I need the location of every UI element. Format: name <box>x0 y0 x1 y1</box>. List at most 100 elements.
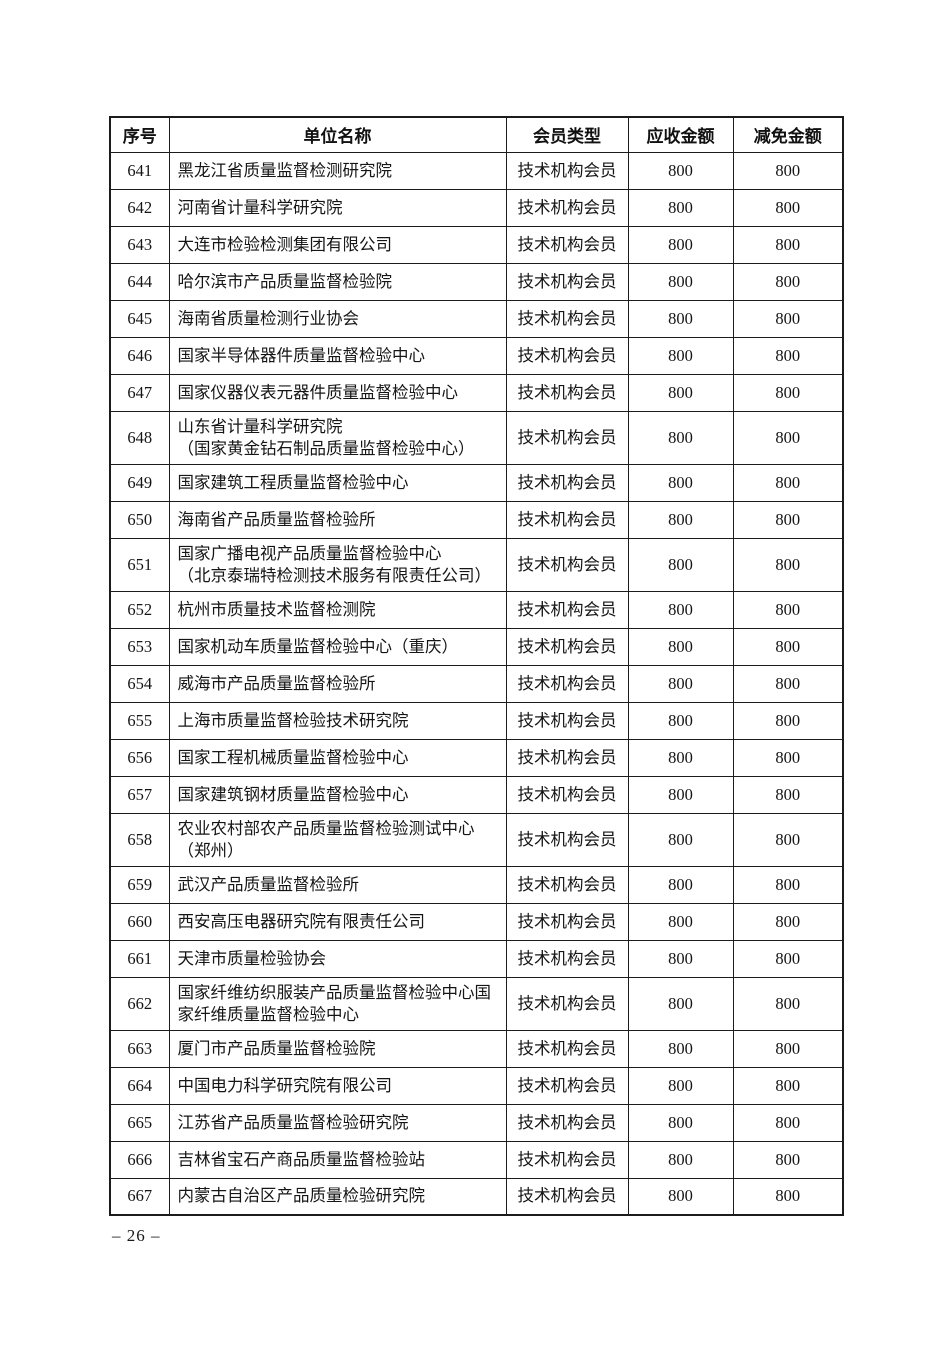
cell-serial-number: 652 <box>109 590 170 629</box>
cell-amount-due: 800 <box>627 1103 734 1142</box>
table-row: 656 国家工程机械质量监督检验中心 技术机构会员 800 800 <box>109 738 844 777</box>
cell-amount-waived: 800 <box>732 738 844 777</box>
cell-member-type: 技术机构会员 <box>505 410 629 465</box>
table-header-row: 序号 单位名称 会员类型 应收金额 减免金额 <box>109 116 844 153</box>
cell-amount-waived: 800 <box>732 664 844 703</box>
cell-amount-due: 800 <box>627 939 734 978</box>
cell-amount-waived: 800 <box>732 500 844 539</box>
header-unit-name: 单位名称 <box>168 116 507 153</box>
table-row: 650 海南省产品质量监督检验所 技术机构会员 800 800 <box>109 500 844 539</box>
cell-amount-waived: 800 <box>732 336 844 375</box>
cell-member-type: 技术机构会员 <box>505 701 629 740</box>
cell-amount-due: 800 <box>627 1140 734 1179</box>
cell-serial-number: 645 <box>109 299 170 338</box>
cell-unit-name: 江苏省产品质量监督检验研究院 <box>168 1103 507 1142</box>
cell-amount-due: 800 <box>627 463 734 502</box>
cell-amount-due: 800 <box>627 1029 734 1068</box>
cell-unit-name: 天津市质量检验协会 <box>168 939 507 978</box>
cell-member-type: 技术机构会员 <box>505 1066 629 1105</box>
cell-amount-waived: 800 <box>732 701 844 740</box>
table-row: 658 农业农村部农产品质量监督检验测试中心 （郑州） 技术机构会员 800 8… <box>109 812 844 867</box>
cell-amount-due: 800 <box>627 1066 734 1105</box>
cell-serial-number: 662 <box>109 976 170 1031</box>
cell-amount-due: 800 <box>627 627 734 666</box>
cell-member-type: 技术机构会员 <box>505 151 629 190</box>
cell-amount-waived: 800 <box>732 410 844 465</box>
table-row: 648 山东省计量科学研究院 （国家黄金钻石制品质量监督检验中心） 技术机构会员… <box>109 410 844 465</box>
table-row: 641 黑龙江省质量监督检测研究院 技术机构会员 800 800 <box>109 151 844 190</box>
header-amount-waived: 减免金额 <box>732 116 844 153</box>
cell-serial-number: 649 <box>109 463 170 502</box>
cell-member-type: 技术机构会员 <box>505 336 629 375</box>
table-row: 647 国家仪器仪表元器件质量监督检验中心 技术机构会员 800 800 <box>109 373 844 412</box>
table-row: 652 杭州市质量技术监督检测院 技术机构会员 800 800 <box>109 590 844 629</box>
table-row: 657 国家建筑钢材质量监督检验中心 技术机构会员 800 800 <box>109 775 844 814</box>
cell-unit-name: 西安高压电器研究院有限责任公司 <box>168 902 507 941</box>
cell-amount-waived: 800 <box>732 299 844 338</box>
cell-serial-number: 648 <box>109 410 170 465</box>
table-row: 662 国家纤维纺织服装产品质量监督检验中心国 家纤维质量监督检验中心 技术机构… <box>109 976 844 1031</box>
cell-amount-due: 800 <box>627 373 734 412</box>
cell-serial-number: 661 <box>109 939 170 978</box>
table-row: 653 国家机动车质量监督检验中心（重庆） 技术机构会员 800 800 <box>109 627 844 666</box>
cell-unit-name: 海南省产品质量监督检验所 <box>168 500 507 539</box>
cell-amount-waived: 800 <box>732 812 844 867</box>
cell-amount-due: 800 <box>627 537 734 592</box>
cell-member-type: 技术机构会员 <box>505 627 629 666</box>
cell-amount-waived: 800 <box>732 537 844 592</box>
cell-amount-due: 800 <box>627 738 734 777</box>
cell-amount-due: 800 <box>627 262 734 301</box>
cell-amount-waived: 800 <box>732 902 844 941</box>
cell-unit-name: 国家机动车质量监督检验中心（重庆） <box>168 627 507 666</box>
cell-amount-due: 800 <box>627 902 734 941</box>
cell-serial-number: 642 <box>109 188 170 227</box>
cell-serial-number: 657 <box>109 775 170 814</box>
cell-member-type: 技术机构会员 <box>505 902 629 941</box>
page-number: – 26 – <box>112 1226 161 1245</box>
cell-member-type: 技术机构会员 <box>505 262 629 301</box>
cell-serial-number: 641 <box>109 151 170 190</box>
cell-serial-number: 667 <box>109 1177 170 1216</box>
cell-serial-number: 653 <box>109 627 170 666</box>
cell-amount-waived: 800 <box>732 775 844 814</box>
cell-amount-waived: 800 <box>732 151 844 190</box>
table-row: 646 国家半导体器件质量监督检验中心 技术机构会员 800 800 <box>109 336 844 375</box>
header-member-type: 会员类型 <box>505 116 629 153</box>
cell-serial-number: 654 <box>109 664 170 703</box>
cell-amount-due: 800 <box>627 701 734 740</box>
cell-serial-number: 660 <box>109 902 170 941</box>
cell-member-type: 技术机构会员 <box>505 188 629 227</box>
cell-unit-name: 内蒙古自治区产品质量检验研究院 <box>168 1177 507 1216</box>
cell-amount-due: 800 <box>627 336 734 375</box>
cell-unit-name: 农业农村部农产品质量监督检验测试中心 （郑州） <box>168 812 507 867</box>
cell-amount-due: 800 <box>627 590 734 629</box>
table-row: 649 国家建筑工程质量监督检验中心 技术机构会员 800 800 <box>109 463 844 502</box>
cell-serial-number: 646 <box>109 336 170 375</box>
cell-member-type: 技术机构会员 <box>505 537 629 592</box>
cell-serial-number: 656 <box>109 738 170 777</box>
cell-amount-waived: 800 <box>732 262 844 301</box>
cell-amount-waived: 800 <box>732 1066 844 1105</box>
cell-serial-number: 666 <box>109 1140 170 1179</box>
cell-member-type: 技术机构会员 <box>505 738 629 777</box>
cell-unit-name: 海南省质量检测行业协会 <box>168 299 507 338</box>
cell-member-type: 技术机构会员 <box>505 976 629 1031</box>
cell-member-type: 技术机构会员 <box>505 664 629 703</box>
cell-member-type: 技术机构会员 <box>505 590 629 629</box>
cell-serial-number: 650 <box>109 500 170 539</box>
cell-unit-name: 厦门市产品质量监督检验院 <box>168 1029 507 1068</box>
cell-member-type: 技术机构会员 <box>505 463 629 502</box>
cell-amount-waived: 800 <box>732 1103 844 1142</box>
cell-amount-due: 800 <box>627 812 734 867</box>
cell-member-type: 技术机构会员 <box>505 939 629 978</box>
cell-amount-due: 800 <box>627 188 734 227</box>
cell-unit-name: 吉林省宝石产商品质量监督检验站 <box>168 1140 507 1179</box>
cell-amount-waived: 800 <box>732 188 844 227</box>
cell-amount-due: 800 <box>627 664 734 703</box>
cell-amount-waived: 800 <box>732 225 844 264</box>
table-row: 666 吉林省宝石产商品质量监督检验站 技术机构会员 800 800 <box>109 1140 844 1179</box>
table-row: 665 江苏省产品质量监督检验研究院 技术机构会员 800 800 <box>109 1103 844 1142</box>
header-amount-due: 应收金额 <box>627 116 734 153</box>
table-row: 664 中国电力科学研究院有限公司 技术机构会员 800 800 <box>109 1066 844 1105</box>
